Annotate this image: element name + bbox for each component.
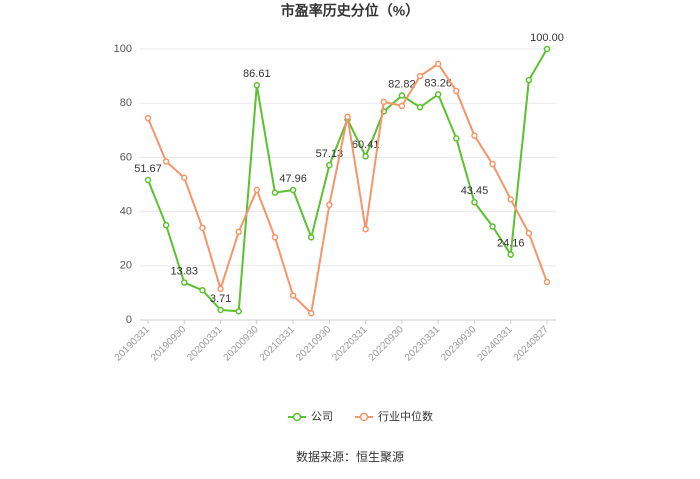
x-tick-label: 20200331: [185, 324, 225, 364]
data-label: 82.82: [388, 78, 416, 90]
point: [380, 98, 388, 106]
point: [199, 286, 206, 294]
data-label: 57.13: [316, 148, 344, 160]
point: [289, 292, 297, 299]
point: [398, 92, 406, 99]
point: [507, 196, 514, 203]
source: 数据来源：恒生聚源: [296, 449, 404, 464]
data-label: 60.41: [352, 139, 380, 151]
x-tick-label: 20230331: [403, 324, 443, 364]
point: [144, 114, 152, 122]
y-tick-label: 0: [126, 314, 132, 326]
point: [344, 113, 351, 120]
point: [525, 230, 533, 237]
y-tick-label: 80: [120, 97, 132, 109]
y-tick-label: 100: [114, 43, 132, 55]
data-label: 100.00: [530, 32, 564, 44]
x-tick-label: 20190930: [149, 324, 189, 364]
x-tick-label: 20210331: [258, 324, 298, 364]
legend-label: 公司: [311, 411, 333, 423]
y-tick-label: 40: [120, 206, 132, 218]
point: [434, 91, 442, 98]
x-tick-label: 20220930: [367, 324, 407, 364]
point: [416, 72, 424, 80]
point: [235, 228, 242, 236]
point: [181, 279, 188, 286]
point: [453, 87, 460, 95]
point: [471, 199, 478, 206]
y-tick-label: 20: [120, 260, 132, 272]
point: [471, 132, 478, 139]
data-label: 24.16: [497, 237, 525, 249]
point: [362, 153, 369, 160]
x-tick-label: 20210930: [294, 324, 334, 364]
data-label: 43.45: [461, 185, 489, 197]
point: [181, 174, 188, 181]
data-label: 3.71: [210, 293, 231, 305]
point: [543, 45, 551, 53]
x-tick-label: 20200930: [222, 324, 262, 364]
point: [326, 161, 333, 169]
x-tick-label: 20220331: [330, 324, 370, 364]
point: [289, 186, 297, 194]
point: [199, 224, 206, 232]
point: [489, 160, 496, 168]
data-label: 47.96: [279, 173, 307, 185]
point: [489, 223, 496, 230]
legend-marker: [292, 412, 302, 422]
point: [416, 104, 424, 111]
x-tick-label: 20230930: [439, 324, 479, 364]
legend-label: 行业中位数: [378, 409, 433, 423]
data-label: 83.26: [424, 77, 452, 89]
point: [144, 176, 152, 184]
point: [253, 82, 261, 89]
point: [434, 60, 442, 68]
point: [235, 308, 242, 315]
point: [362, 225, 369, 233]
point: [507, 251, 514, 258]
y-tick-label: 60: [120, 151, 132, 163]
legend-marker: [359, 412, 369, 422]
data-label: 13.83: [171, 265, 199, 277]
x-tick-label: 20240827: [512, 324, 552, 364]
point: [271, 189, 279, 196]
x-tick-label: 20240331: [475, 324, 515, 364]
point: [217, 306, 224, 314]
data-label: 51.67: [134, 163, 162, 175]
point: [217, 285, 224, 293]
point: [271, 234, 279, 241]
point: [543, 278, 551, 286]
point: [398, 102, 406, 110]
point: [525, 76, 533, 84]
point: [453, 135, 460, 142]
point: [307, 234, 315, 241]
point: [307, 309, 315, 317]
point: [326, 201, 333, 209]
series-line: [147, 48, 548, 313]
data-label: 86.61: [243, 68, 271, 80]
point: [253, 186, 261, 194]
chart-title: 市盈率历史分位（%）: [281, 3, 419, 19]
x-tick-label: 20190331: [113, 324, 153, 364]
point: [162, 221, 170, 229]
point: [162, 158, 170, 165]
